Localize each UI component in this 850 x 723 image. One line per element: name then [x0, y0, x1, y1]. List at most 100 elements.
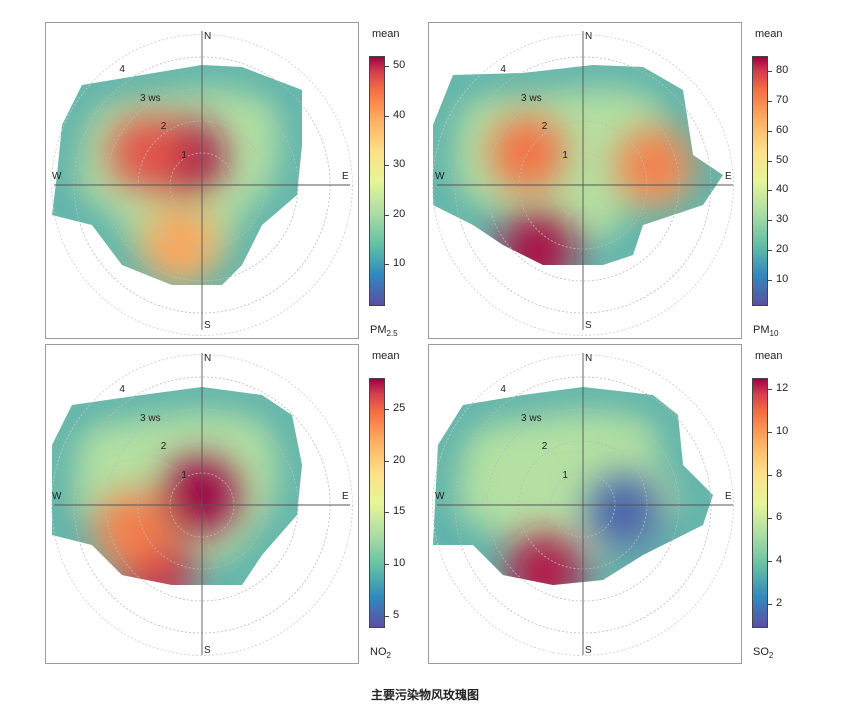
ring-label-1: 1 — [181, 150, 187, 162]
hotspot-group — [94, 457, 239, 585]
pollutant-label-base: SO — [753, 646, 769, 658]
colorbar-gradient — [369, 56, 385, 306]
colorbar-tickmark — [768, 220, 772, 222]
colorbar-tick-label: 12 — [776, 381, 789, 394]
polar-panel-no2: N E S W 1 2 3 ws 4 — [45, 344, 359, 664]
ring-label-2: 2 — [541, 441, 548, 453]
colorbar-tickmark — [385, 165, 389, 167]
colorbar-tick-label: 50 — [393, 58, 406, 71]
polar-svg-0 — [51, 31, 353, 336]
hotspot-1 — [108, 114, 186, 192]
colorbar-tickmark — [385, 564, 389, 565]
polar-svg-3 — [432, 353, 734, 656]
colorbar-tickmark — [385, 615, 389, 617]
colorbar-title: mean — [372, 350, 400, 362]
colorbar-tick-label: 10 — [393, 557, 406, 569]
colorbar-tickmark — [768, 604, 772, 606]
compass-label-E: E — [725, 491, 732, 502]
colorbar-tick-label: 30 — [393, 158, 406, 171]
hotspot-0 — [498, 212, 576, 265]
compass-label-E: E — [342, 171, 349, 182]
pollutant-label: PM10 — [753, 324, 778, 338]
polar-svg-1 — [432, 31, 734, 336]
pollutant-label-subscript: 10 — [769, 329, 779, 339]
polar-surface — [433, 65, 723, 265]
compass-label-S: S — [204, 320, 211, 331]
colorbar-gradient — [752, 56, 768, 306]
colorbar-tickmark — [768, 190, 772, 192]
colorbar-pm25: mean 10 20 30 40 50 PM2.5 — [360, 22, 440, 342]
colorbar-tick-label: 30 — [776, 213, 789, 226]
compass-label-W: W — [52, 491, 62, 502]
colorbar-tick-label: 20 — [393, 207, 406, 220]
colorbar-tick-label: 10 — [776, 273, 789, 286]
colorbar-tickmark — [768, 388, 772, 390]
colorbar-tickmark — [768, 70, 772, 72]
pollutant-label: SO2 — [753, 646, 773, 660]
pollutant-label: PM2.5 — [370, 324, 398, 338]
hotspot-1 — [489, 114, 567, 192]
colorbar-tickmark — [385, 264, 389, 266]
pollutant-label-base: NO — [370, 646, 387, 658]
colorbar-title: mean — [755, 350, 783, 362]
polar-panel-so2: N E S W 1 2 3 ws 4 — [428, 344, 742, 664]
colorbar-tickmark — [768, 100, 772, 102]
compass-label-N: N — [204, 353, 212, 364]
colorbar-pm10: mean 10 20 30 40 50 60 70 80 PM10 — [743, 22, 823, 342]
colorbar-tickmark — [768, 518, 772, 520]
colorbar-tick-label: 20 — [393, 453, 406, 466]
colorbar-tick-label: 40 — [776, 183, 789, 196]
colorbar-tick-label: 6 — [776, 511, 783, 524]
ring-label-4: 4 — [119, 383, 125, 395]
polar-svg-2 — [51, 353, 353, 656]
pollutant-label-base: PM — [370, 324, 387, 336]
colorbar-tick-label: 5 — [393, 608, 400, 621]
colorbar-tick-label: 8 — [776, 468, 783, 481]
colorbar-tickmark — [385, 214, 389, 216]
compass-label-S: S — [585, 645, 592, 656]
pollutant-label-base: PM — [753, 324, 770, 336]
compass-label-E: E — [342, 491, 349, 502]
ring-label-1: 1 — [562, 150, 568, 162]
polar-plot-no2: N E S W 1 2 3 ws 4 — [46, 345, 358, 663]
polar-surface — [433, 387, 713, 585]
colorbar-tick-label: 2 — [776, 597, 783, 610]
polar-plot-pm25: N E S W 1 2 3 ws 4 — [46, 23, 358, 338]
pollutant-label-subscript: 2 — [768, 651, 774, 661]
compass-label-S: S — [585, 320, 592, 331]
colorbar-tickmark — [385, 512, 389, 514]
ring-label-3: 3 ws — [521, 92, 542, 104]
polar-panel-pm25: N E S W 1 2 3 ws 4 — [45, 22, 359, 339]
compass-label-N: N — [585, 31, 593, 42]
pollutant-label-subscript: 2 — [386, 651, 391, 661]
colorbar-tickmark — [385, 460, 389, 462]
colorbar-title: mean — [755, 28, 783, 40]
colorbar-tick-label: 4 — [776, 554, 783, 567]
ring-label-3: 3 ws — [521, 412, 542, 424]
hotspot-2 — [94, 491, 172, 569]
colorbar-tickmark — [768, 561, 772, 563]
ring-label-2: 2 — [160, 441, 167, 453]
ring-label-1: 1 — [181, 470, 187, 482]
colorbar-tickmark — [768, 250, 772, 252]
hotspot-group — [506, 473, 663, 585]
colorbar-tick-label: 10 — [393, 257, 406, 270]
colorbar-tickmark — [385, 409, 389, 410]
colorbar-tickmark — [768, 431, 772, 433]
compass-label-N: N — [204, 31, 212, 42]
colorbar-tickmark — [768, 160, 772, 162]
colorbar-tickmark — [768, 280, 772, 282]
colorbar-tickmark — [768, 130, 772, 132]
polar-plot-so2: N E S W 1 2 3 ws 4 — [429, 345, 741, 663]
compass-label-S: S — [204, 645, 211, 656]
colorbar-tick-label: 50 — [776, 153, 789, 166]
colorbar-tick-label: 80 — [776, 63, 789, 76]
hotspot-0 — [506, 533, 584, 585]
colorbar-tick-label: 15 — [393, 505, 406, 518]
ring-label-2: 2 — [160, 121, 167, 133]
polar-plot-pm10: N E S W 1 2 3 ws 4 — [429, 23, 741, 338]
hotspot-2 — [141, 206, 219, 284]
ring-label-1: 1 — [562, 470, 568, 482]
colorbar-so2: mean 2 4 6 8 10 12 SO2 — [743, 344, 823, 666]
colorbar-tick-label: 60 — [776, 123, 789, 136]
